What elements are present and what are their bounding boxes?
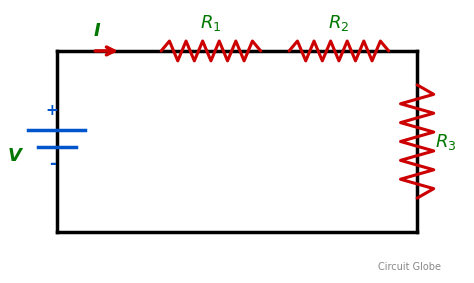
Text: I: I: [94, 22, 100, 40]
Text: -: -: [49, 155, 55, 173]
Text: $R_3$: $R_3$: [435, 132, 456, 151]
Text: Circuit Globe: Circuit Globe: [378, 262, 441, 272]
Text: $R_2$: $R_2$: [328, 13, 349, 33]
Text: +: +: [46, 103, 58, 118]
Text: $R_1$: $R_1$: [200, 13, 222, 33]
Text: V: V: [7, 147, 21, 165]
